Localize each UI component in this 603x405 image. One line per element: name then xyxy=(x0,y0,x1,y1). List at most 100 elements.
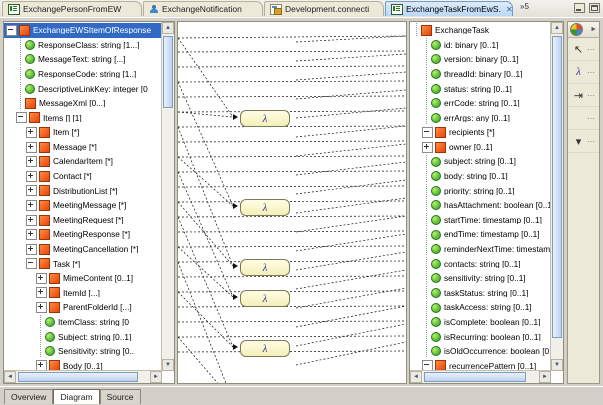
expand-icon[interactable] xyxy=(26,141,37,153)
left_tree-row[interactable]: MeetingRequest [*] xyxy=(4,213,174,228)
scroll-down-icon[interactable]: ▼ xyxy=(551,359,563,371)
collapse-icon[interactable] xyxy=(16,112,27,124)
right_tree-row[interactable]: ExchangeTask xyxy=(410,23,563,38)
palette-spacer[interactable]: ··· xyxy=(568,107,599,130)
lambda-node[interactable]: λ xyxy=(240,259,290,276)
target-tree-hscrollbar[interactable]: ◄ ► xyxy=(410,370,551,383)
left_tree-row[interactable]: Items [] [1] xyxy=(4,111,174,126)
scroll-up-icon[interactable]: ▲ xyxy=(162,22,174,34)
lambda-node[interactable]: λ xyxy=(240,110,290,127)
right_tree-row[interactable]: status: string [0..1] xyxy=(410,81,563,96)
chevron-right-icon[interactable]: ► xyxy=(590,26,597,33)
left_tree-row[interactable]: ResponseCode: string [1..] xyxy=(4,67,174,82)
scroll-right-icon[interactable]: ► xyxy=(539,371,551,383)
right_tree-row[interactable]: recipients [*] xyxy=(410,125,563,140)
scroll-left-icon[interactable]: ◄ xyxy=(4,371,16,383)
palette-lambda-tool[interactable]: λ ··· xyxy=(568,61,599,84)
editor-tab-1[interactable]: ExchangeNotification xyxy=(143,1,263,16)
editor-tab-2[interactable]: Development.connecti xyxy=(264,1,384,16)
right_tree-row[interactable]: owner [0..1] xyxy=(410,140,563,155)
right_tree-row[interactable]: taskStatus: string [0..1] xyxy=(410,285,563,301)
left_tree-row[interactable]: MimeContent [0..1] xyxy=(4,271,174,286)
left_tree-row[interactable]: MeetingMessage [*] xyxy=(4,198,174,213)
right_tree-row[interactable]: contacts: string [0..1] xyxy=(410,256,563,272)
right_tree-row[interactable]: isRecurring: boolean [0..1] xyxy=(410,329,563,344)
right_tree-row[interactable]: hasAttachment: boolean [0..1] xyxy=(410,198,563,213)
left_tree-row[interactable]: ResponseClass: string [1...] xyxy=(4,37,174,53)
expand-icon[interactable] xyxy=(26,229,37,241)
palette-header[interactable]: ► xyxy=(568,22,599,38)
right_tree-row[interactable]: priority: string [0..1] xyxy=(410,183,563,199)
tab-diagram[interactable]: Diagram xyxy=(53,389,100,404)
left_tree-row[interactable]: DistributionList [*] xyxy=(4,184,174,199)
scroll-thumb[interactable] xyxy=(18,372,138,382)
tab-overflow-indicator[interactable]: »5 xyxy=(520,2,529,11)
left_tree-row[interactable]: ExchangeEWSItemOfResponse xyxy=(4,23,174,38)
palette-select-tool[interactable]: ↖ ··· xyxy=(568,38,599,61)
lambda-node[interactable]: λ xyxy=(240,199,290,216)
expand-icon[interactable] xyxy=(36,272,47,284)
scroll-thumb[interactable] xyxy=(424,372,526,382)
source-tree-vscrollbar[interactable]: ▲ ▼ xyxy=(161,22,174,371)
lambda-node[interactable]: λ xyxy=(240,290,290,307)
close-icon[interactable]: ✕ xyxy=(505,4,513,14)
target-tree[interactable]: ExchangeTask id: binary [0..1] version: bi… xyxy=(410,22,563,383)
lambda-node[interactable]: λ xyxy=(240,340,290,357)
scroll-right-icon[interactable]: ► xyxy=(150,371,162,383)
expand-icon[interactable] xyxy=(36,287,47,299)
right_tree-row[interactable]: taskAccess: string [0..1] xyxy=(410,300,563,315)
collapse-icon[interactable] xyxy=(422,126,433,138)
minimize-icon[interactable] xyxy=(574,3,585,13)
source-tree[interactable]: ExchangeEWSItemOfResponse ResponseClass: … xyxy=(4,22,174,383)
scroll-down-icon[interactable]: ▼ xyxy=(162,359,174,371)
left_tree-row[interactable]: DescriptiveLinkKey: integer [0 xyxy=(4,81,174,96)
tab-source[interactable]: Source xyxy=(99,389,141,404)
editor-tab-0[interactable]: ExchangePersonFromEW xyxy=(2,1,142,16)
left_tree-row[interactable]: MeetingCancellation [*] xyxy=(4,242,174,257)
source-tree-hscrollbar[interactable]: ◄ ► xyxy=(4,370,162,383)
collapse-icon[interactable] xyxy=(26,258,37,270)
left_tree-row[interactable]: MessageText: string [...] xyxy=(4,52,174,67)
left_tree-row[interactable]: MeetingResponse [*] xyxy=(4,227,174,242)
right_tree-row[interactable]: sensitivity: string [0..1] xyxy=(410,271,563,286)
right_tree-row[interactable]: subject: string [0..1] xyxy=(410,154,563,169)
right_tree-row[interactable]: errArgs: any [0..1] xyxy=(410,110,563,126)
target-tree-vscrollbar[interactable]: ▲ ▼ xyxy=(550,22,563,371)
right_tree-row[interactable]: threadId: binary [0..1] xyxy=(410,67,563,82)
left_tree-row[interactable]: Message [*] xyxy=(4,140,174,155)
scroll-left-icon[interactable]: ◄ xyxy=(410,371,422,383)
expand-icon[interactable] xyxy=(26,170,37,182)
expand-icon[interactable] xyxy=(26,156,37,168)
expand-icon[interactable] xyxy=(26,199,37,211)
right_tree-row[interactable]: id: binary [0..1] xyxy=(410,37,563,53)
left_tree-row[interactable]: Subject: string [0..1] xyxy=(4,329,174,344)
left_tree-row[interactable]: Item [*] xyxy=(4,125,174,140)
expand-icon[interactable] xyxy=(422,141,433,153)
right_tree-row[interactable]: version: binary [0..1] xyxy=(410,52,563,67)
scroll-up-icon[interactable]: ▲ xyxy=(551,22,563,34)
left_tree-row[interactable]: ItemClass: string [0 xyxy=(4,315,174,330)
right_tree-row[interactable]: body: string [0..1] xyxy=(410,169,563,184)
right_tree-row[interactable]: errCode: string [0..1] xyxy=(410,96,563,111)
left_tree-row[interactable]: ParentFolderId [...] xyxy=(4,300,174,315)
expand-icon[interactable] xyxy=(26,214,37,226)
left_tree-row[interactable]: MessageXml [0...] xyxy=(4,96,174,111)
collapse-icon[interactable] xyxy=(6,24,17,36)
maximize-icon[interactable] xyxy=(589,3,600,13)
left_tree-row[interactable]: CalendarItem [*] xyxy=(4,154,174,169)
editor-tab-3[interactable]: ExchangeTaskFromEwS. ✕ xyxy=(385,1,513,16)
left_tree-row[interactable]: Task [*] xyxy=(4,257,174,272)
right_tree-row[interactable]: isOldOccurrence: boolean [0..1] xyxy=(410,344,563,359)
tab-overview[interactable]: Overview xyxy=(4,389,54,404)
palette-more-tools[interactable]: ▾ ··· xyxy=(568,130,599,153)
right_tree-row[interactable]: endTime: timestamp [0..1] xyxy=(410,227,563,242)
right_tree-row[interactable]: reminderNextTime: timestamp [0 xyxy=(410,242,563,257)
scroll-thumb[interactable] xyxy=(552,36,562,338)
scroll-thumb[interactable] xyxy=(163,36,173,108)
right_tree-row[interactable]: startTime: timestamp [0..1] xyxy=(410,213,563,228)
expand-icon[interactable] xyxy=(26,243,37,255)
palette-link-tool[interactable]: ⇥ ··· xyxy=(568,84,599,107)
left_tree-row[interactable]: Contact [*] xyxy=(4,169,174,184)
expand-icon[interactable] xyxy=(36,302,47,314)
expand-icon[interactable] xyxy=(26,185,37,197)
